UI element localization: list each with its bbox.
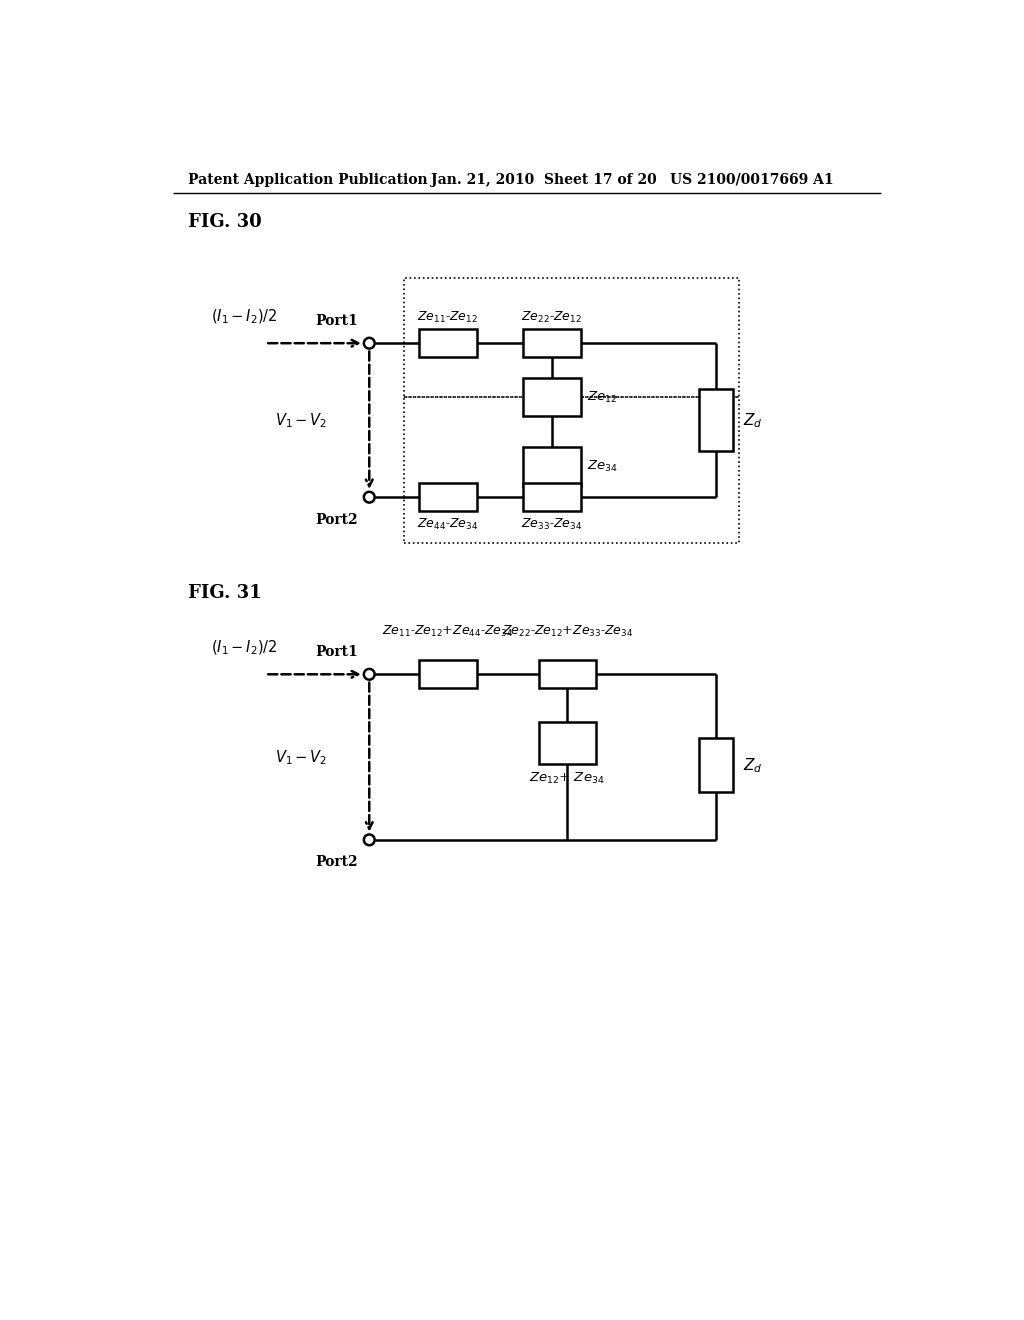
Text: FIG. 30: FIG. 30 xyxy=(188,213,262,231)
Bar xyxy=(539,660,596,688)
Text: FIG. 31: FIG. 31 xyxy=(188,585,262,602)
Text: $Z_d$: $Z_d$ xyxy=(742,756,762,775)
Bar xyxy=(419,660,477,688)
Text: Port1: Port1 xyxy=(315,314,357,327)
Text: Port2: Port2 xyxy=(315,512,357,527)
Text: $(I_1-I_2)/2$: $(I_1-I_2)/2$ xyxy=(211,639,278,657)
Bar xyxy=(698,738,733,792)
Text: $Ze_{11}$-$Ze_{12}$: $Ze_{11}$-$Ze_{12}$ xyxy=(418,309,478,325)
Bar xyxy=(523,447,581,486)
Text: $Ze_{33}$-$Ze_{34}$: $Ze_{33}$-$Ze_{34}$ xyxy=(521,517,583,532)
Text: $Ze_{22}$-$Ze_{12}$: $Ze_{22}$-$Ze_{12}$ xyxy=(521,309,582,325)
Bar xyxy=(698,389,733,451)
Bar xyxy=(539,722,596,764)
Text: Jan. 21, 2010  Sheet 17 of 20: Jan. 21, 2010 Sheet 17 of 20 xyxy=(431,173,656,187)
Bar xyxy=(403,277,739,397)
Text: $Z_d$: $Z_d$ xyxy=(742,411,762,429)
Text: $V_1-V_2$: $V_1-V_2$ xyxy=(274,411,327,429)
Bar xyxy=(523,378,581,416)
Text: $Ze_{44}$-$Ze_{34}$: $Ze_{44}$-$Ze_{34}$ xyxy=(417,517,478,532)
Bar xyxy=(419,330,477,358)
Bar xyxy=(419,483,477,511)
Text: $Ze_{12}$+ $Ze_{34}$: $Ze_{12}$+ $Ze_{34}$ xyxy=(529,771,605,785)
Text: $Ze_{11}$-$Ze_{12}$+$Ze_{44}$-$Ze_{34}$: $Ze_{11}$-$Ze_{12}$+$Ze_{44}$-$Ze_{34}$ xyxy=(382,623,513,639)
Text: $Ze_{22}$-$Ze_{12}$+$Ze_{33}$-$Ze_{34}$: $Ze_{22}$-$Ze_{12}$+$Ze_{33}$-$Ze_{34}$ xyxy=(502,623,633,639)
Text: $V_1-V_2$: $V_1-V_2$ xyxy=(274,748,327,767)
Bar xyxy=(523,483,581,511)
Text: $Ze_{34}$: $Ze_{34}$ xyxy=(587,459,617,474)
Bar xyxy=(523,330,581,358)
Text: US 2100/0017669 A1: US 2100/0017669 A1 xyxy=(670,173,834,187)
Text: $Ze_{12}$: $Ze_{12}$ xyxy=(587,389,617,405)
Text: $(I_1-I_2)/2$: $(I_1-I_2)/2$ xyxy=(211,308,278,326)
Text: Port2: Port2 xyxy=(315,855,357,870)
Bar xyxy=(403,397,739,544)
Text: Port1: Port1 xyxy=(315,645,357,659)
Text: Patent Application Publication: Patent Application Publication xyxy=(188,173,428,187)
